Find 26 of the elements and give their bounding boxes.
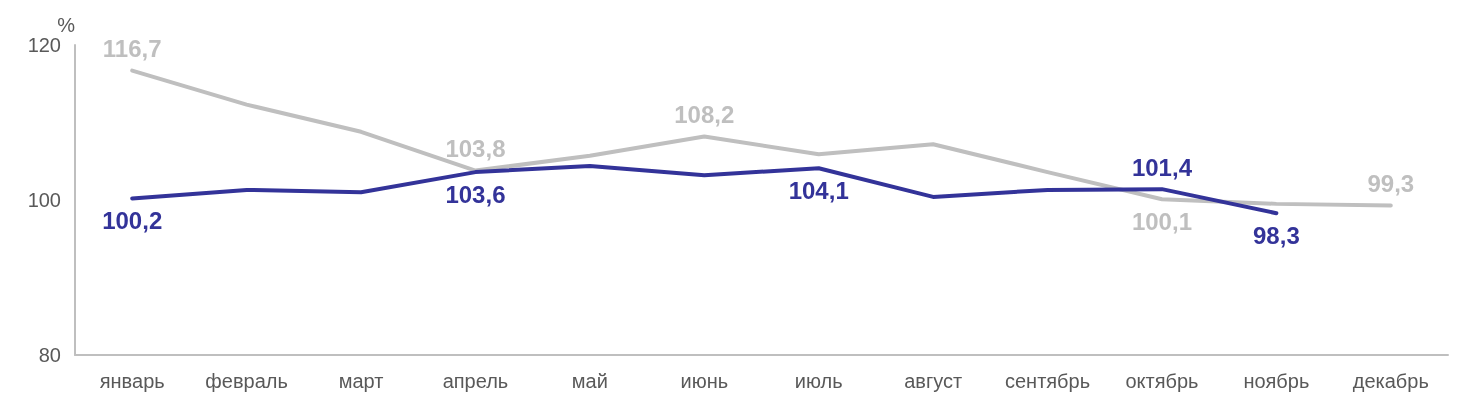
x-tick-label: март <box>338 370 384 392</box>
x-tick-label: сентябрь <box>1004 370 1091 392</box>
data-label: 99,3 <box>1367 169 1415 197</box>
data-label: 104,1 <box>788 176 849 204</box>
x-tick-label: апрель <box>442 370 509 392</box>
x-tick-label: май <box>571 370 608 392</box>
x-tick-label: август <box>904 370 963 392</box>
data-label: 101,4 <box>1131 153 1193 181</box>
y-tick-label: 120 <box>27 34 61 56</box>
x-tick-label: февраль <box>205 370 288 392</box>
x-tick-label: январь <box>99 370 165 392</box>
x-tick-label: ноябрь <box>1243 370 1310 392</box>
x-tick-label: июнь <box>680 370 729 392</box>
y-axis-title: % <box>57 14 76 36</box>
data-label: 98,3 <box>1253 221 1300 249</box>
y-tick-label: 80 <box>38 344 61 366</box>
data-label: 108,2 <box>674 100 735 128</box>
data-label: 100,1 <box>1131 207 1192 235</box>
data-label: 103,8 <box>445 135 506 163</box>
data-label: 116,7 <box>102 35 162 63</box>
data-label: 103,6 <box>445 180 506 208</box>
y-tick-label: 100 <box>27 189 61 211</box>
x-tick-label: декабрь <box>1352 370 1429 392</box>
data-label: 100,2 <box>102 206 163 234</box>
x-tick-label: октябрь <box>1125 370 1199 392</box>
x-tick-label: июль <box>794 370 843 392</box>
